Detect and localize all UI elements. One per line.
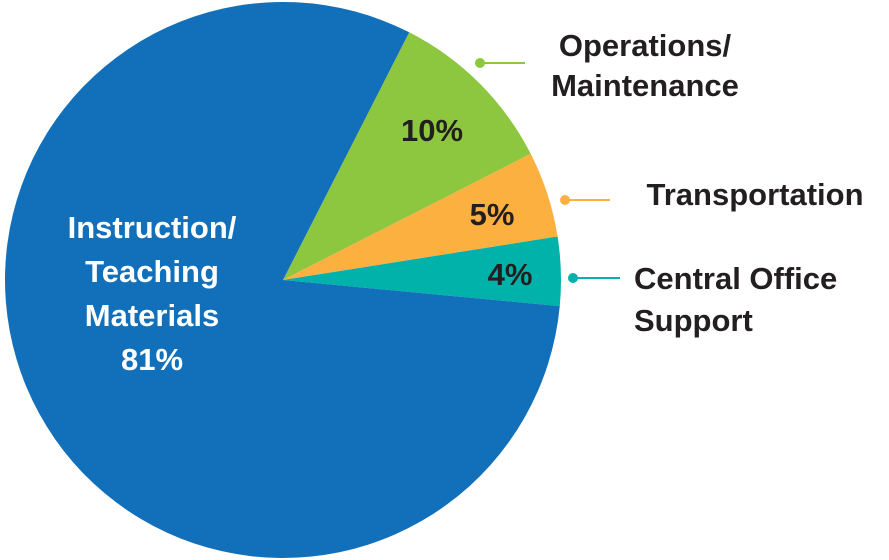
value-label: 81% <box>121 342 183 377</box>
pie-slice <box>4 2 560 559</box>
category-label: Maintenance <box>551 68 739 103</box>
value-label: 5% <box>470 197 515 232</box>
leader-dot <box>560 195 570 205</box>
category-label: Operations/ <box>559 28 732 63</box>
value-label: 4% <box>488 257 533 292</box>
category-label: Materials <box>85 298 219 333</box>
category-label: Support <box>634 303 753 338</box>
category-label: Instruction/ <box>68 210 237 245</box>
leader-dot <box>475 58 485 68</box>
value-label: 10% <box>401 113 463 148</box>
leader-dot <box>568 273 578 283</box>
pie-slice <box>283 32 531 280</box>
pie-slice <box>283 153 558 280</box>
category-label: Transportation <box>646 177 863 212</box>
category-label: Central Office <box>634 261 837 296</box>
pie-slice <box>283 236 561 307</box>
category-label: Teaching <box>85 254 219 289</box>
